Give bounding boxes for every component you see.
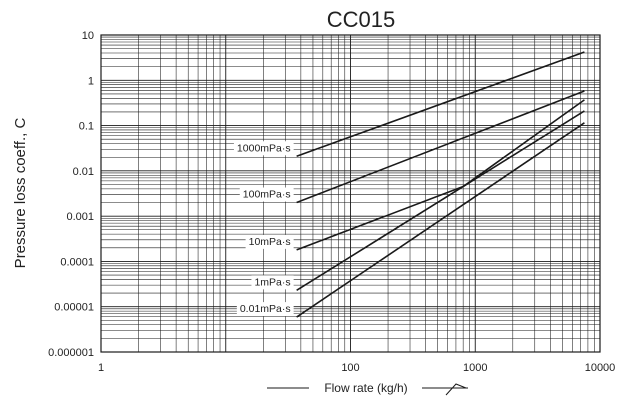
series-label-bg [233, 141, 294, 156]
series-line-1 [296, 90, 585, 204]
x-tick-label: 1000 [463, 362, 487, 374]
series-label-2: 10mPa·s [245, 234, 294, 249]
series-label-bg [236, 302, 294, 317]
grid [100, 35, 600, 353]
flow-arrow-icon [422, 383, 468, 396]
y-tick-label: 0.001 [66, 211, 94, 223]
y-tick-label: 0.1 [79, 121, 94, 133]
series-label-text: 1000mPa·s [237, 142, 291, 154]
series-label-1: 100mPa·s [239, 187, 294, 202]
plot-frame [100, 34, 601, 353]
series-label-bg [239, 187, 294, 202]
series-line-2 [296, 99, 585, 251]
y-tick-label: 0.00001 [54, 302, 94, 314]
series-label-4: 0.01mPa·s [236, 302, 294, 317]
series-label-0: 1000mPa·s [233, 141, 294, 156]
y-axis-label: Pressure loss coeff., C [12, 118, 29, 269]
y-tick-label: 0.01 [73, 166, 94, 178]
x-axis-ticks: 1 100 1000 10000 [98, 362, 615, 374]
x-tick-label: 10000 [585, 362, 616, 374]
series-group [296, 51, 585, 318]
y-tick-label: 10 [82, 30, 94, 42]
y-tick-label: 0.000001 [48, 347, 94, 359]
x-tick-label: 100 [341, 362, 359, 374]
series-label-text: 0.01mPa·s [240, 303, 291, 315]
series-labels: 1000mPa·s 100mPa·s 10mPa·s 1mPa·s 0.01mPa·s [233, 141, 294, 317]
y-tick-label: 1 [88, 75, 94, 87]
series-line-0 [296, 51, 585, 158]
series-line-4 [296, 122, 585, 318]
x-tick-label: 1 [98, 362, 104, 374]
series-line-3 [296, 110, 585, 292]
x-axis-label: Flow rate (kg/h) [324, 381, 407, 395]
chart-title: CC015 [327, 7, 395, 32]
x-axis-title: Flow rate (kg/h) [267, 381, 468, 396]
series-label-bg [245, 234, 294, 249]
series-label-text: 1mPa·s [254, 276, 290, 288]
series-label-text: 10mPa·s [249, 236, 291, 248]
series-label-3: 1mPa·s [251, 275, 294, 290]
series-label-bg [251, 275, 294, 290]
series-label-text: 100mPa·s [243, 189, 291, 201]
y-tick-label: 0.0001 [60, 256, 94, 268]
y-axis-ticks: 10 1 0.1 0.01 0.001 0.0001 0.00001 0.000001 [48, 30, 94, 359]
